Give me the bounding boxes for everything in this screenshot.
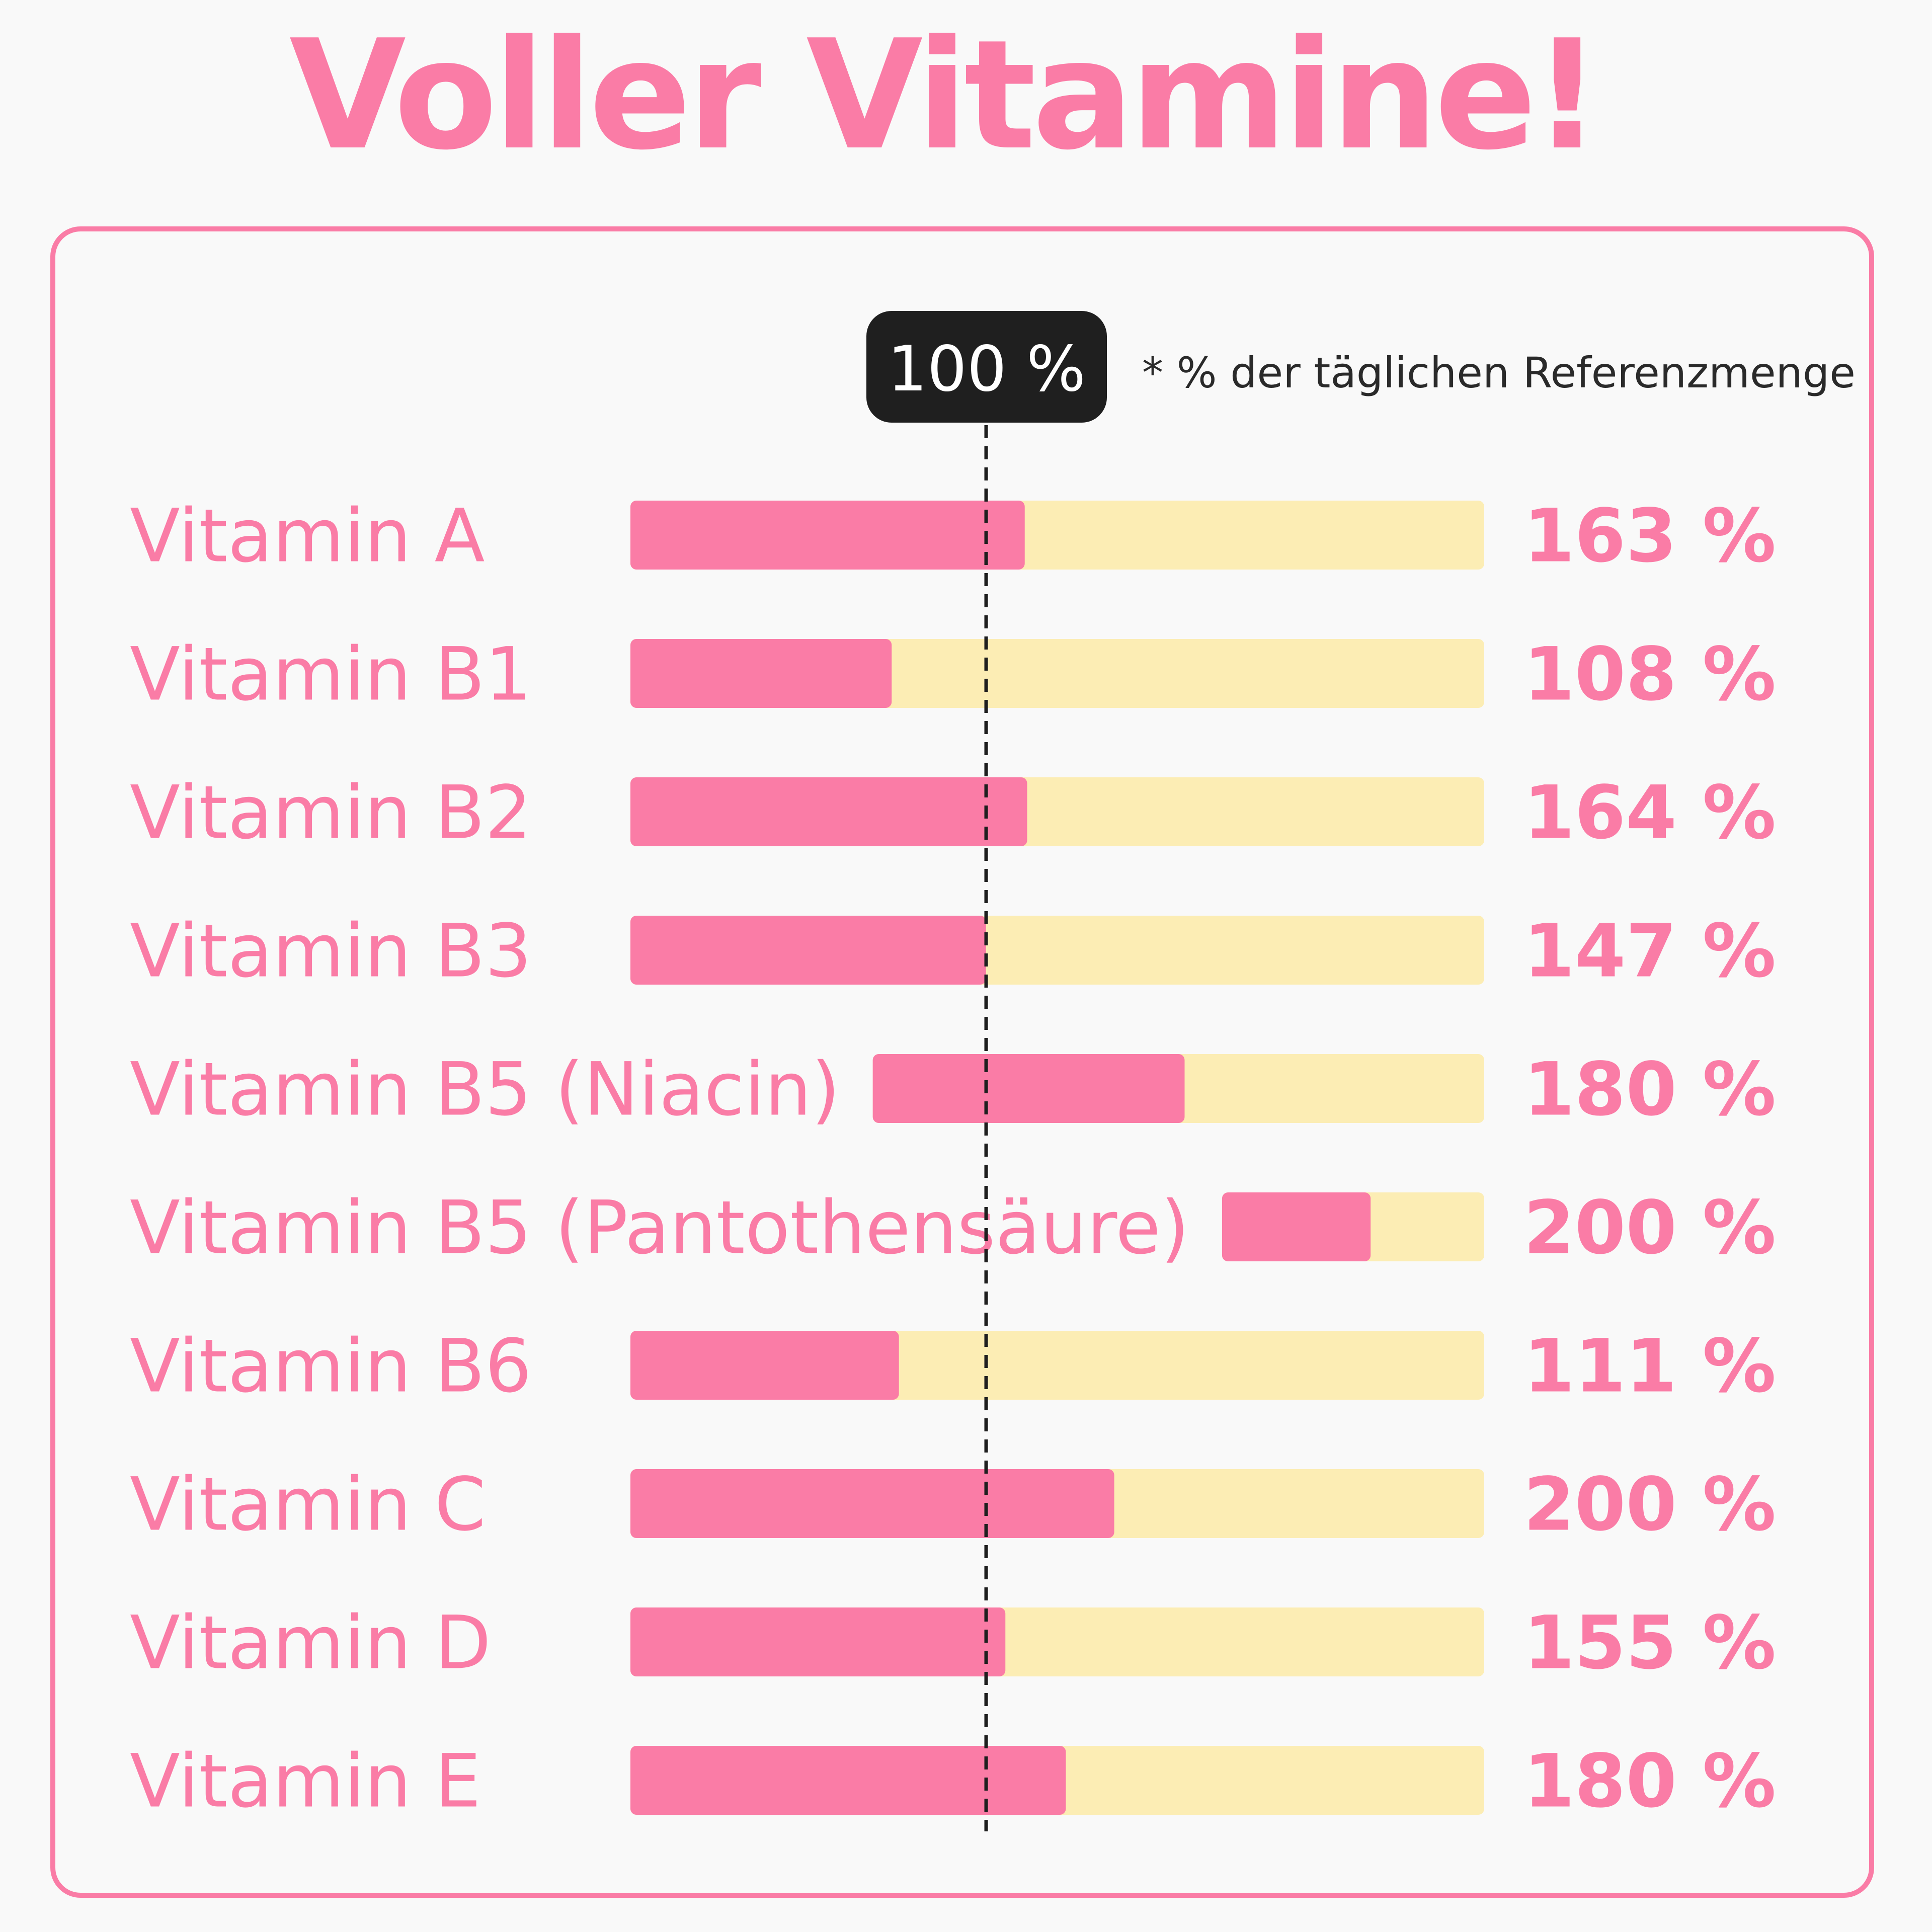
category-label: Vitamin B2 [130, 770, 532, 856]
category-label: Vitamin E [130, 1739, 481, 1824]
category-label: Vitamin C [130, 1462, 486, 1548]
value-label: 180 % [1523, 1047, 1776, 1133]
bar [1222, 1192, 1371, 1261]
value-label: 200 % [1523, 1462, 1776, 1548]
bar [630, 1746, 1066, 1815]
category-label: Vitamin B6 [130, 1324, 532, 1409]
value-label: 147 % [1523, 909, 1776, 994]
category-label: Vitamin A [130, 494, 485, 579]
category-label: Vitamin B3 [130, 909, 532, 994]
bar [630, 1469, 1114, 1538]
bar [630, 1331, 899, 1400]
bar [872, 1054, 1185, 1123]
value-label: 163 % [1523, 494, 1776, 579]
reference-badge-box [866, 311, 1107, 423]
bar [630, 639, 892, 708]
value-label: 164 % [1523, 770, 1776, 856]
value-label: 108 % [1523, 632, 1776, 717]
value-label: 111 % [1523, 1324, 1776, 1409]
bar [630, 1607, 1006, 1676]
reference-note: * % der täglichen Referenzmenge [1142, 348, 1856, 397]
category-label: Vitamin B1 [130, 632, 532, 717]
labels-layer: Vitamin A 163 % Vitamin B1 108 % Vitamin B2 1… [130, 494, 1776, 1824]
bars-layer [630, 501, 1484, 1815]
category-label: Vitamin B5 (Niacin) [130, 1047, 840, 1133]
bar [630, 916, 986, 985]
value-label: 155 % [1523, 1600, 1776, 1686]
category-label: Vitamin B5 (Pantothensäure) [130, 1185, 1189, 1271]
value-label: 180 % [1523, 1739, 1776, 1824]
bar [630, 501, 1025, 570]
value-label: 200 % [1523, 1185, 1776, 1271]
chart-title: Voller Vitamine! [289, 8, 1601, 183]
bar [630, 777, 1027, 846]
reference-badge: 100 % [866, 311, 1107, 423]
category-label: Vitamin D [130, 1600, 491, 1686]
reference-badge-label: 100 % [888, 333, 1086, 406]
